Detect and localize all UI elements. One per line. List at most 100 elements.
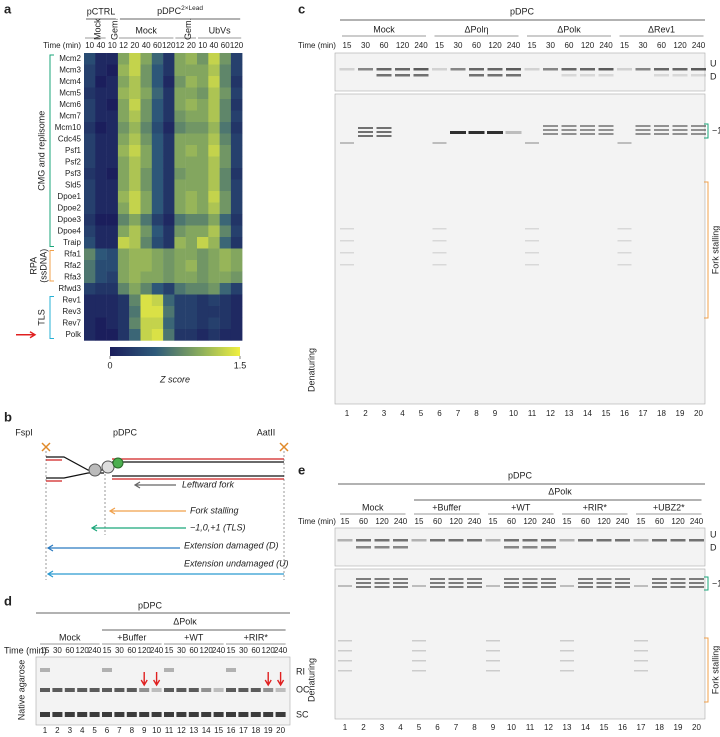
gel-band — [598, 133, 614, 135]
condition-label: +WT — [184, 632, 204, 642]
heatmap-cell — [219, 156, 232, 169]
heatmap-cell — [95, 87, 107, 100]
gel-band — [689, 586, 704, 588]
lane-number: 14 — [581, 723, 590, 732]
gel-band — [114, 712, 125, 717]
heatmap-cell — [197, 53, 209, 65]
lane-number: 19 — [264, 726, 273, 735]
heatmap-cell — [129, 306, 141, 318]
gel-band — [635, 125, 651, 127]
heatmap-cell — [106, 87, 119, 100]
gel-band — [126, 688, 137, 692]
time-tick: 15 — [435, 41, 444, 50]
heatmap-cell — [151, 329, 164, 341]
heatmap-cell — [230, 191, 243, 203]
arrow — [90, 524, 186, 532]
gel-band — [580, 74, 595, 77]
heatmap-cell — [174, 179, 186, 192]
gel-band — [559, 539, 575, 542]
heatmap-cell — [163, 283, 175, 295]
lane-number: 20 — [694, 409, 703, 418]
gel-band — [522, 546, 538, 549]
time-tick: 120 — [449, 517, 463, 526]
scissors-icon — [279, 442, 289, 452]
heatmap-cell — [95, 99, 107, 111]
heatmap-cell — [219, 283, 232, 295]
heatmap-cell — [219, 260, 232, 272]
lane-number: 16 — [227, 726, 236, 735]
heatmap-cell — [230, 64, 243, 77]
heatmap-cell — [129, 145, 141, 157]
gel-band — [411, 539, 427, 542]
heatmap-cell — [163, 260, 175, 272]
gel-band — [541, 546, 556, 549]
lane-number: 19 — [674, 723, 683, 732]
gel-band — [486, 585, 500, 587]
gel-band — [561, 74, 577, 77]
heatmap-cell — [95, 306, 107, 318]
heatmap-cell — [219, 168, 232, 180]
heatmap-cell — [129, 225, 141, 238]
heatmap-cell — [219, 248, 232, 261]
gel-band — [652, 578, 667, 580]
heatmap-cell — [219, 76, 232, 88]
heatmap-cell — [174, 237, 186, 249]
heatmap-cell — [230, 122, 243, 134]
row-label: Dpoe4 — [57, 226, 81, 235]
gel-band — [561, 68, 577, 71]
gel-band — [487, 131, 503, 134]
heatmap-cell — [84, 53, 96, 65]
heatmap-cell — [84, 64, 96, 77]
heatmap-cell — [106, 260, 119, 272]
time-tick: 15 — [165, 646, 174, 655]
heatmap-cell — [208, 110, 220, 123]
gel-band — [596, 578, 612, 580]
gel-band — [275, 712, 286, 717]
heatmap-cell — [84, 179, 96, 192]
gel-band — [634, 640, 648, 642]
lane-number: 7 — [454, 723, 459, 732]
gel-band — [356, 578, 371, 580]
heatmap-cell — [219, 64, 232, 77]
lane-number: 11 — [528, 409, 537, 418]
gel-image — [334, 568, 706, 720]
enzyme-label: FspI — [15, 427, 33, 437]
heatmap-cell — [174, 145, 186, 157]
heatmap-cell — [174, 260, 186, 272]
heatmap-cell — [208, 133, 220, 146]
heatmap-cell — [174, 191, 186, 203]
heatmap-cell — [140, 214, 152, 226]
gel-band — [617, 252, 632, 254]
heatmap-cell — [95, 145, 107, 157]
gel-band — [338, 585, 352, 587]
gel-band — [654, 133, 669, 135]
heatmap-cell — [140, 294, 152, 307]
time-tick: 30 — [239, 646, 248, 655]
condition-label: Mock — [93, 18, 103, 40]
heatmap-cell — [174, 110, 186, 123]
time-tick: 60 — [657, 41, 666, 50]
gel-band — [670, 582, 686, 584]
diagram-label: Fork stalling — [190, 505, 239, 515]
heatmap-cell — [163, 122, 175, 134]
heatmap-cell — [197, 133, 209, 146]
time-tick: 15 — [41, 646, 50, 655]
time-tick: 240 — [274, 646, 288, 655]
heatmap-cell — [84, 260, 96, 272]
heatmap-cell — [208, 214, 220, 226]
gel-band — [376, 135, 392, 137]
heatmap-cell — [163, 53, 175, 65]
time-tick: 60 — [221, 41, 230, 50]
gel-band — [467, 539, 482, 542]
heatmap-cell — [129, 260, 141, 272]
gel-band — [654, 125, 669, 127]
heatmap-cell — [106, 248, 119, 261]
time-tick: 12 — [119, 41, 128, 50]
gel-band — [560, 660, 574, 662]
heatmap-cell — [95, 283, 107, 295]
gel-band — [689, 539, 704, 542]
gel-label: Denaturing — [306, 658, 316, 702]
row-label: Rfwd3 — [58, 284, 81, 293]
heatmap-cell — [117, 306, 130, 318]
gel-band — [580, 129, 595, 131]
